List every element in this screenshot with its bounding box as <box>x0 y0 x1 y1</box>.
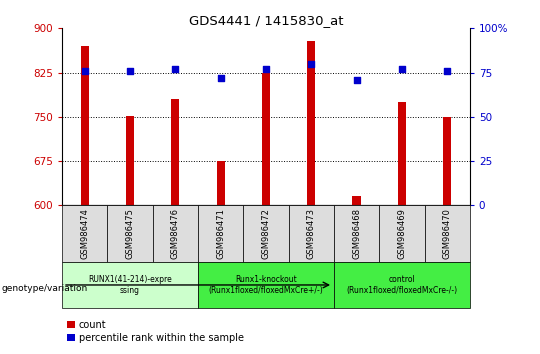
Text: GSM986469: GSM986469 <box>397 208 406 259</box>
Point <box>443 68 451 74</box>
Legend: count, percentile rank within the sample: count, percentile rank within the sample <box>67 320 244 343</box>
FancyBboxPatch shape <box>198 262 334 308</box>
Point <box>217 75 225 81</box>
Bar <box>126 116 134 205</box>
Text: GSM986475: GSM986475 <box>126 208 134 259</box>
Bar <box>443 117 451 205</box>
FancyBboxPatch shape <box>379 205 424 262</box>
Bar <box>171 99 179 205</box>
Bar <box>398 102 406 205</box>
Point <box>126 68 134 74</box>
Point <box>261 66 270 72</box>
Bar <box>307 41 315 205</box>
FancyBboxPatch shape <box>244 205 288 262</box>
Text: RUNX1(41-214)-expre
ssing: RUNX1(41-214)-expre ssing <box>88 275 172 295</box>
Text: GSM986472: GSM986472 <box>261 208 271 259</box>
FancyBboxPatch shape <box>424 205 470 262</box>
FancyBboxPatch shape <box>334 262 470 308</box>
FancyBboxPatch shape <box>198 205 244 262</box>
Text: GSM986470: GSM986470 <box>443 208 451 259</box>
Bar <box>262 73 270 205</box>
Title: GDS4441 / 1415830_at: GDS4441 / 1415830_at <box>188 14 343 27</box>
Text: GSM986476: GSM986476 <box>171 208 180 259</box>
Point <box>171 66 180 72</box>
FancyBboxPatch shape <box>153 205 198 262</box>
FancyBboxPatch shape <box>62 262 198 308</box>
Point <box>397 66 406 72</box>
Bar <box>80 46 89 205</box>
Point <box>80 68 89 74</box>
Point <box>352 77 361 82</box>
Text: Runx1-knockout
(Runx1floxed/floxedMxCre+/-): Runx1-knockout (Runx1floxed/floxedMxCre+… <box>208 275 323 295</box>
Text: GSM986471: GSM986471 <box>216 208 225 259</box>
FancyBboxPatch shape <box>334 205 379 262</box>
Bar <box>217 161 225 205</box>
Text: GSM986473: GSM986473 <box>307 208 316 259</box>
FancyBboxPatch shape <box>288 205 334 262</box>
FancyBboxPatch shape <box>62 205 107 262</box>
Bar <box>353 196 361 205</box>
Point <box>307 61 315 67</box>
Text: GSM986468: GSM986468 <box>352 208 361 259</box>
Text: genotype/variation: genotype/variation <box>2 284 88 293</box>
Text: control
(Runx1floxed/floxedMxCre-/-): control (Runx1floxed/floxedMxCre-/-) <box>346 275 457 295</box>
FancyBboxPatch shape <box>107 205 153 262</box>
Text: GSM986474: GSM986474 <box>80 208 89 259</box>
